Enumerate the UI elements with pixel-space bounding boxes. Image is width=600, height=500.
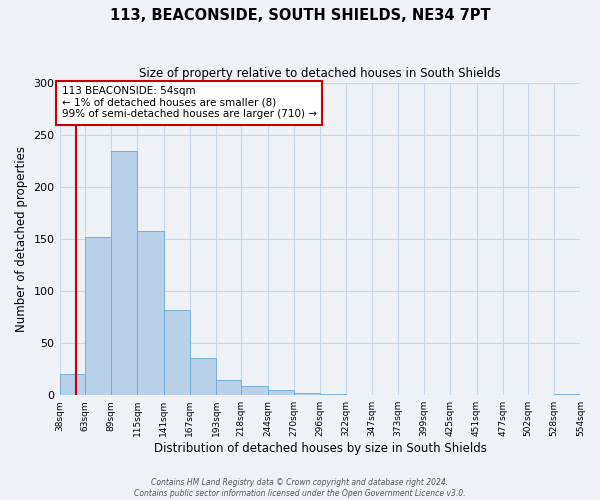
Bar bbox=[85, 237, 111, 395]
Bar bbox=[59, 374, 85, 395]
Bar bbox=[554, 394, 580, 395]
Bar bbox=[268, 390, 294, 395]
Title: Size of property relative to detached houses in South Shields: Size of property relative to detached ho… bbox=[139, 68, 501, 80]
Bar bbox=[164, 310, 190, 395]
Bar bbox=[111, 150, 137, 395]
X-axis label: Distribution of detached houses by size in South Shields: Distribution of detached houses by size … bbox=[154, 442, 487, 455]
Bar bbox=[137, 231, 164, 395]
Bar bbox=[241, 386, 268, 395]
Text: 113 BEACONSIDE: 54sqm
← 1% of detached houses are smaller (8)
99% of semi-detach: 113 BEACONSIDE: 54sqm ← 1% of detached h… bbox=[62, 86, 317, 120]
Y-axis label: Number of detached properties: Number of detached properties bbox=[15, 146, 28, 332]
Text: 113, BEACONSIDE, SOUTH SHIELDS, NE34 7PT: 113, BEACONSIDE, SOUTH SHIELDS, NE34 7PT bbox=[110, 8, 490, 22]
Bar bbox=[216, 380, 241, 395]
Bar bbox=[320, 394, 346, 395]
Bar bbox=[294, 393, 320, 395]
Bar bbox=[190, 358, 216, 395]
Text: Contains HM Land Registry data © Crown copyright and database right 2024.
Contai: Contains HM Land Registry data © Crown c… bbox=[134, 478, 466, 498]
